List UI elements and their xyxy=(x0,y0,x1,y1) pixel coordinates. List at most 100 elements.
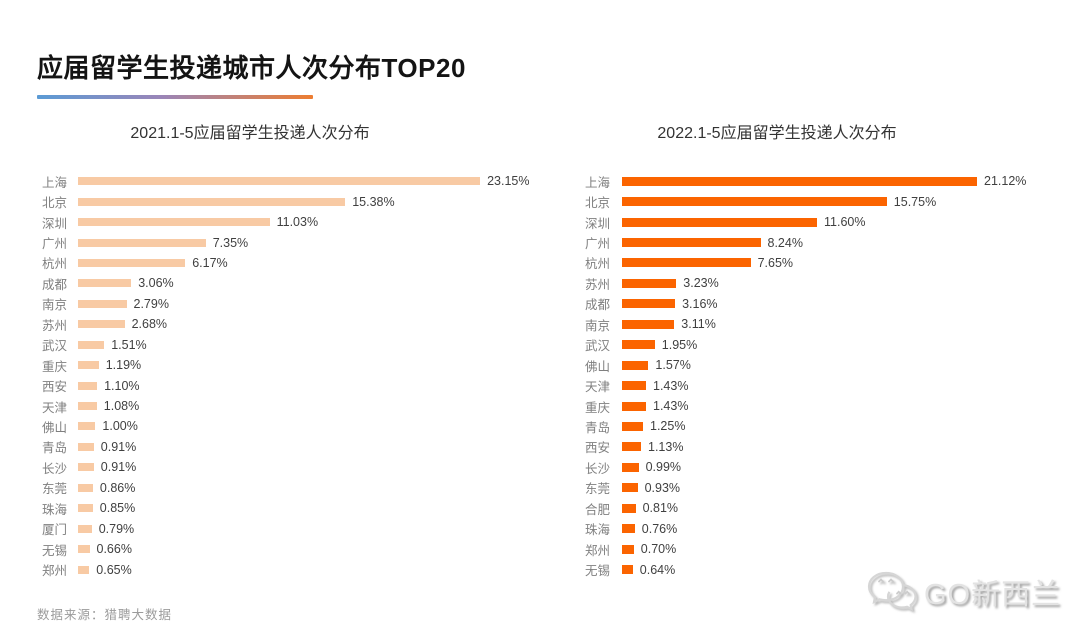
bar xyxy=(622,217,817,227)
bar-row: 北京 15.75% xyxy=(580,191,1026,211)
bar-row: 杭州 6.17% xyxy=(37,253,530,273)
bar xyxy=(622,197,887,207)
bar xyxy=(78,279,132,288)
value-label: 1.00% xyxy=(102,419,138,434)
bar xyxy=(622,421,643,431)
bar-row: 长沙 0.91% xyxy=(37,457,530,477)
bar-row: 广州 7.35% xyxy=(37,232,530,252)
value-label: 0.64% xyxy=(639,562,676,577)
value-label: 15.38% xyxy=(352,194,395,209)
bar xyxy=(622,238,761,248)
bar-row: 武汉 1.95% xyxy=(580,335,1026,355)
value-label: 1.19% xyxy=(105,358,142,373)
wechat-icon xyxy=(867,571,917,611)
bar xyxy=(622,299,676,309)
category-label: 广州 xyxy=(584,237,610,252)
bar-row: 南京 2.79% xyxy=(37,294,530,314)
category-label: 天津 xyxy=(41,400,67,415)
bar-row: 杭州 7.65% xyxy=(580,253,1026,273)
bar-row: 东莞 0.93% xyxy=(580,478,1026,498)
value-label: 0.91% xyxy=(100,439,137,454)
category-label: 成都 xyxy=(584,298,610,313)
value-label: 11.03% xyxy=(276,215,319,230)
category-label: 长沙 xyxy=(584,461,610,476)
watermark-text: GO新西兰 xyxy=(924,579,1062,611)
bar xyxy=(78,238,206,247)
category-label: 西安 xyxy=(41,380,67,395)
bar-row: 天津 1.08% xyxy=(37,396,530,416)
value-label: 0.99% xyxy=(645,460,682,475)
bar xyxy=(622,401,646,411)
watermark: GO新西兰 xyxy=(866,570,1061,614)
value-label: 1.25% xyxy=(650,419,686,434)
bar-row: 佛山 1.00% xyxy=(37,416,530,436)
bar xyxy=(78,177,481,186)
bar-row: 上海 23.15% xyxy=(37,171,530,191)
bar-row: 深圳 11.03% xyxy=(37,212,530,232)
bar-row: 长沙 0.99% xyxy=(580,457,1026,477)
category-label: 北京 xyxy=(584,196,610,211)
bar xyxy=(622,524,635,534)
bar xyxy=(78,442,94,451)
bar-row: 苏州 2.68% xyxy=(37,314,530,334)
category-label: 珠海 xyxy=(584,523,610,538)
bar xyxy=(78,340,105,349)
bar-row: 南京 3.11% xyxy=(580,314,1026,334)
bar xyxy=(622,565,633,575)
value-label: 1.13% xyxy=(648,439,684,454)
value-label: 0.79% xyxy=(98,521,135,536)
value-label: 0.65% xyxy=(96,562,132,577)
category-label: 南京 xyxy=(41,298,67,313)
page-title: 应届留学生投递城市人次分布TOP20 xyxy=(37,53,466,83)
bar xyxy=(78,361,99,370)
bar-row: 广州 8.24% xyxy=(580,232,1026,252)
category-label: 长沙 xyxy=(41,461,67,476)
bar xyxy=(78,483,93,492)
value-label: 1.10% xyxy=(104,378,140,393)
bar-row: 西安 1.13% xyxy=(580,437,1026,457)
value-label: 3.06% xyxy=(138,276,174,291)
bar-row: 青岛 0.91% xyxy=(37,437,530,457)
category-label: 杭州 xyxy=(41,257,67,272)
bar xyxy=(622,442,641,452)
value-label: 0.76% xyxy=(641,521,678,536)
category-label: 青岛 xyxy=(584,420,610,435)
bar-row: 天津 1.43% xyxy=(580,375,1026,395)
value-label: 15.75% xyxy=(893,194,937,209)
bar xyxy=(622,176,977,186)
value-label: 2.68% xyxy=(131,317,168,332)
bar xyxy=(622,319,675,329)
bar xyxy=(622,381,646,391)
value-label: 0.66% xyxy=(96,542,132,557)
category-label: 佛山 xyxy=(41,420,67,435)
value-label: 3.11% xyxy=(681,317,716,332)
value-label: 1.95% xyxy=(661,337,698,352)
bar xyxy=(622,340,655,350)
value-label: 1.43% xyxy=(653,399,689,414)
value-label: 0.85% xyxy=(99,501,136,516)
bar xyxy=(78,258,186,267)
category-label: 无锡 xyxy=(584,564,610,579)
bar xyxy=(622,483,638,493)
bar-row: 重庆 1.19% xyxy=(37,355,530,375)
value-label: 8.24% xyxy=(767,235,803,250)
category-label: 深圳 xyxy=(584,216,610,231)
bar xyxy=(78,402,97,411)
value-label: 1.43% xyxy=(653,378,689,393)
bar-row: 厦门 0.79% xyxy=(37,518,530,538)
category-label: 苏州 xyxy=(41,318,67,333)
bar-row: 武汉 1.51% xyxy=(37,335,530,355)
value-label: 6.17% xyxy=(192,255,228,270)
category-label: 西安 xyxy=(584,441,610,456)
bar xyxy=(78,463,94,472)
category-label: 深圳 xyxy=(41,216,67,231)
data-source-note: 数据来源：猎聘大数据 xyxy=(37,608,173,622)
value-label: 1.08% xyxy=(103,399,140,414)
value-label: 21.12% xyxy=(984,174,1027,189)
bar-row: 郑州 0.70% xyxy=(580,539,1026,559)
value-label: 0.86% xyxy=(99,480,136,495)
category-label: 杭州 xyxy=(584,257,610,272)
bar-row: 成都 3.06% xyxy=(37,273,530,293)
bar-row: 重庆 1.43% xyxy=(580,396,1026,416)
bar xyxy=(78,299,127,308)
